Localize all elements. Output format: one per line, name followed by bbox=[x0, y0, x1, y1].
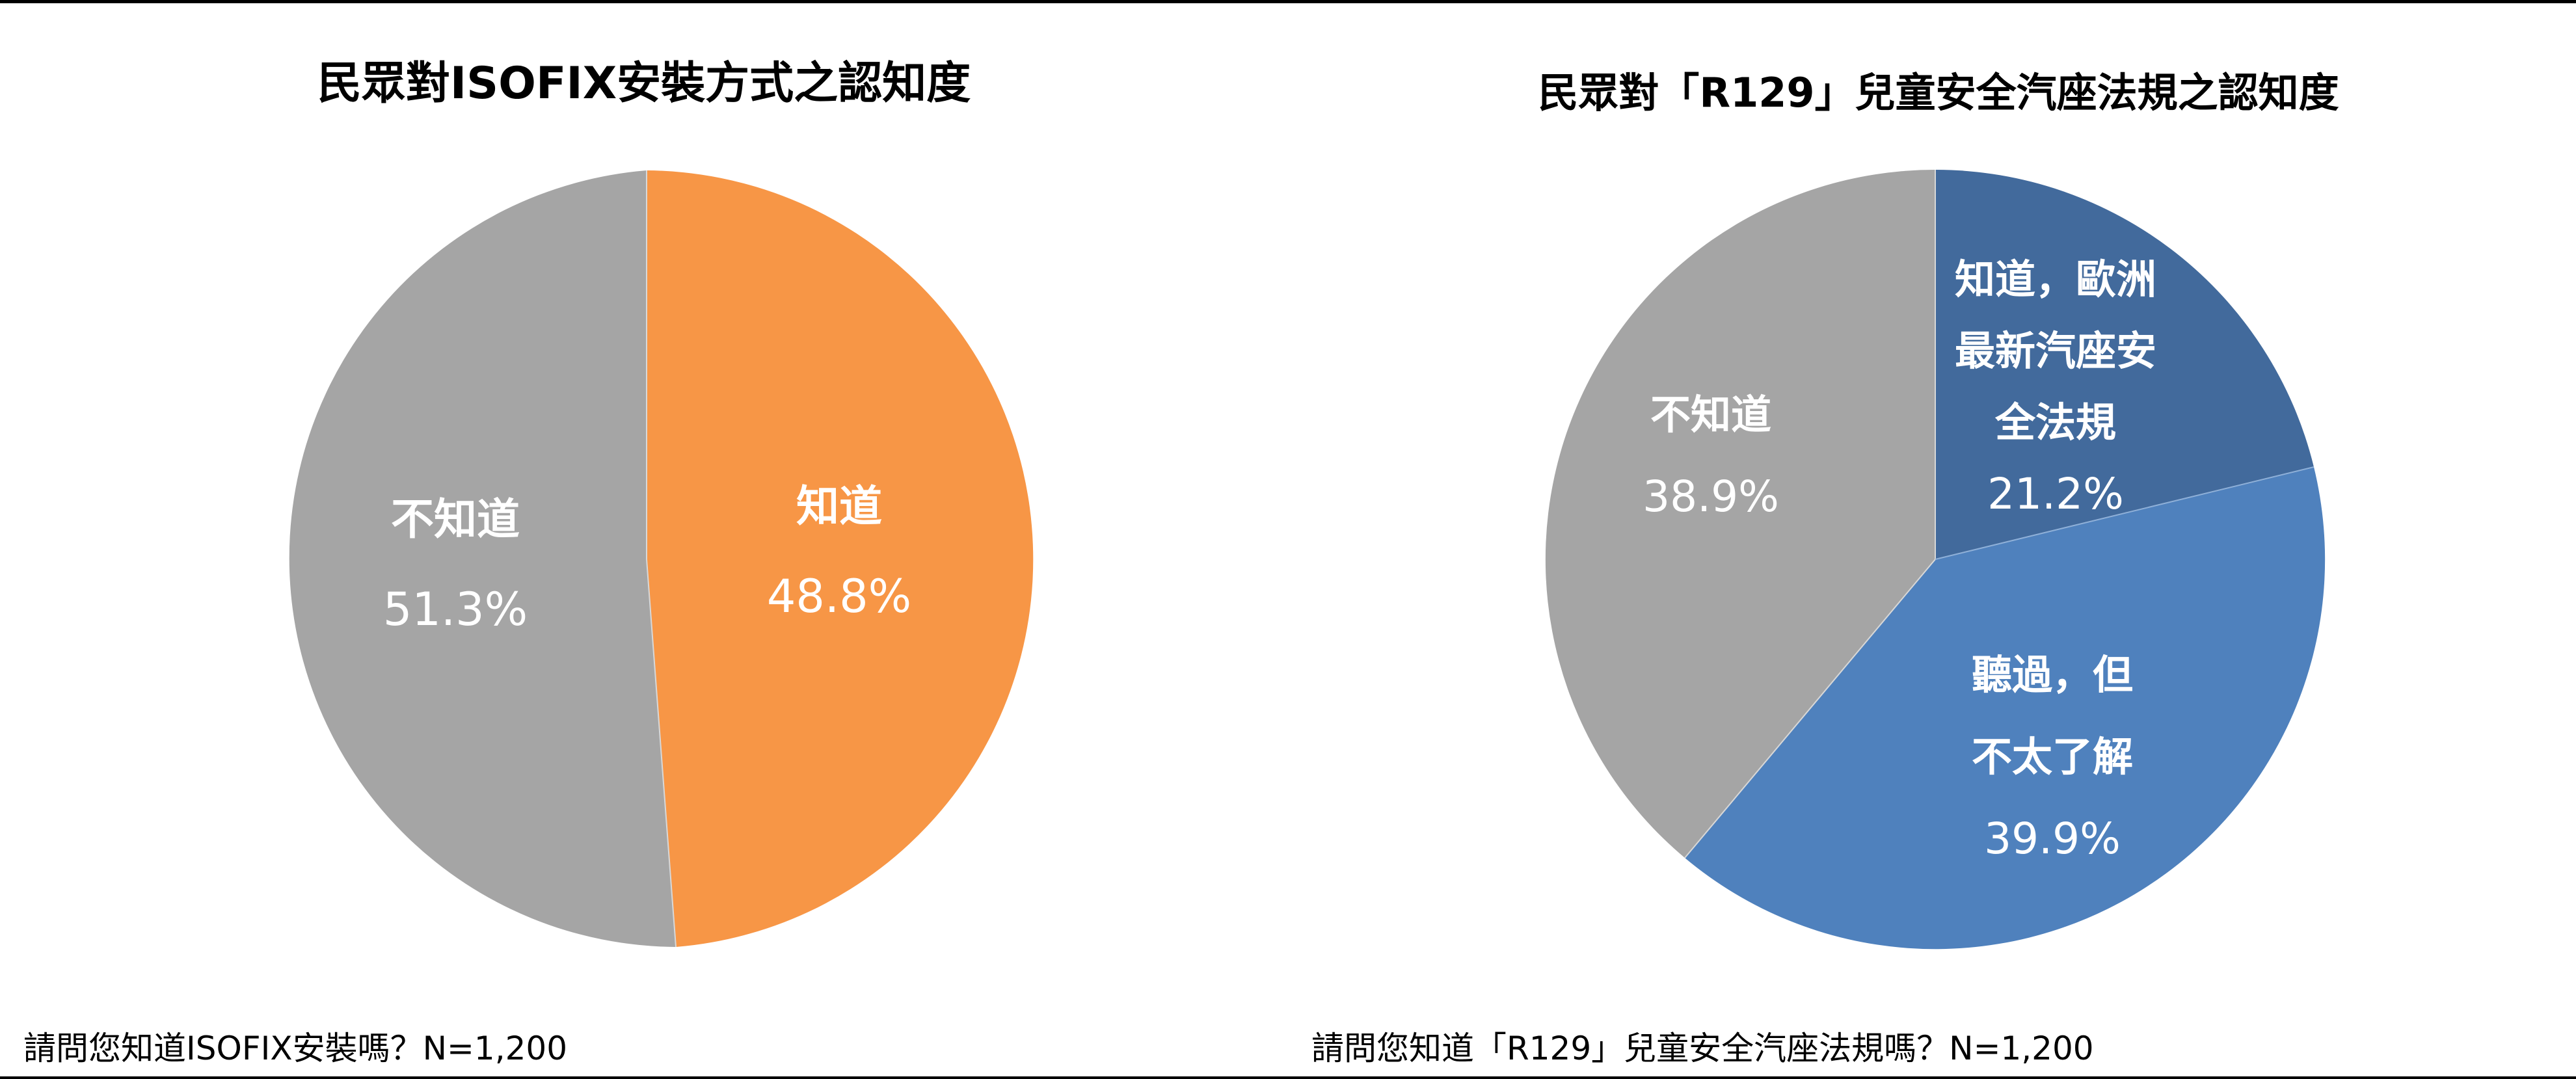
left-slice-not-know bbox=[289, 170, 676, 947]
right-label-heard-line2: 不太了解 bbox=[1971, 733, 2134, 780]
bottom-border bbox=[0, 1076, 2576, 1079]
right-label-know-line3: 全法規 bbox=[1994, 399, 2117, 446]
right-label-not-know-name: 不知道 bbox=[1650, 391, 1772, 438]
right-label-heard-line1: 聽過，但 bbox=[1971, 651, 2134, 699]
right-label-know-line2: 最新汽座安 bbox=[1954, 327, 2157, 375]
right-label-not-know-value: 38.9% bbox=[1643, 472, 1779, 522]
right-label-heard-value: 39.9% bbox=[1984, 814, 2121, 864]
right-label-not-know: 不知道 38.9% bbox=[1643, 374, 1779, 538]
left-slice-know bbox=[647, 170, 1034, 947]
left-label-know-name: 知道 bbox=[796, 481, 882, 531]
left-pie bbox=[289, 170, 1034, 948]
right-slice-heard bbox=[1685, 467, 2326, 950]
right-label-know-line1: 知道，歐洲 bbox=[1954, 256, 2157, 303]
right-slice-not-know bbox=[1545, 169, 1935, 858]
left-label-know: 知道 48.8% bbox=[766, 481, 912, 623]
left-footnote: 請問您知道ISOFIX安裝嗎？N=1,200 bbox=[23, 1030, 568, 1067]
left-chart-title: 民眾對ISOFIX安裝方式之認知度 bbox=[317, 58, 971, 109]
right-label-know-value: 21.2% bbox=[1987, 469, 2124, 519]
top-border bbox=[0, 0, 2576, 3]
left-label-know-value: 48.8% bbox=[766, 570, 912, 623]
left-label-not-know-value: 51.3% bbox=[382, 583, 528, 636]
right-footnote: 請問您知道「R129」兒童安全汽座法規嗎？N=1,200 bbox=[1311, 1030, 2094, 1067]
left-label-not-know-name: 不知道 bbox=[391, 494, 520, 544]
left-label-not-know: 不知道 51.3% bbox=[382, 494, 528, 636]
right-label-know-r129: 知道，歐洲 最新汽座安 全法規 21.2% bbox=[1955, 244, 2156, 530]
right-label-heard: 聽過，但 不太了解 39.9% bbox=[1972, 634, 2133, 880]
right-chart-title: 民眾對「R129」兒童安全汽座法規之認知度 bbox=[1538, 69, 2339, 116]
right-slice-know-r129 bbox=[1935, 170, 2314, 559]
right-pie bbox=[1545, 169, 2326, 950]
